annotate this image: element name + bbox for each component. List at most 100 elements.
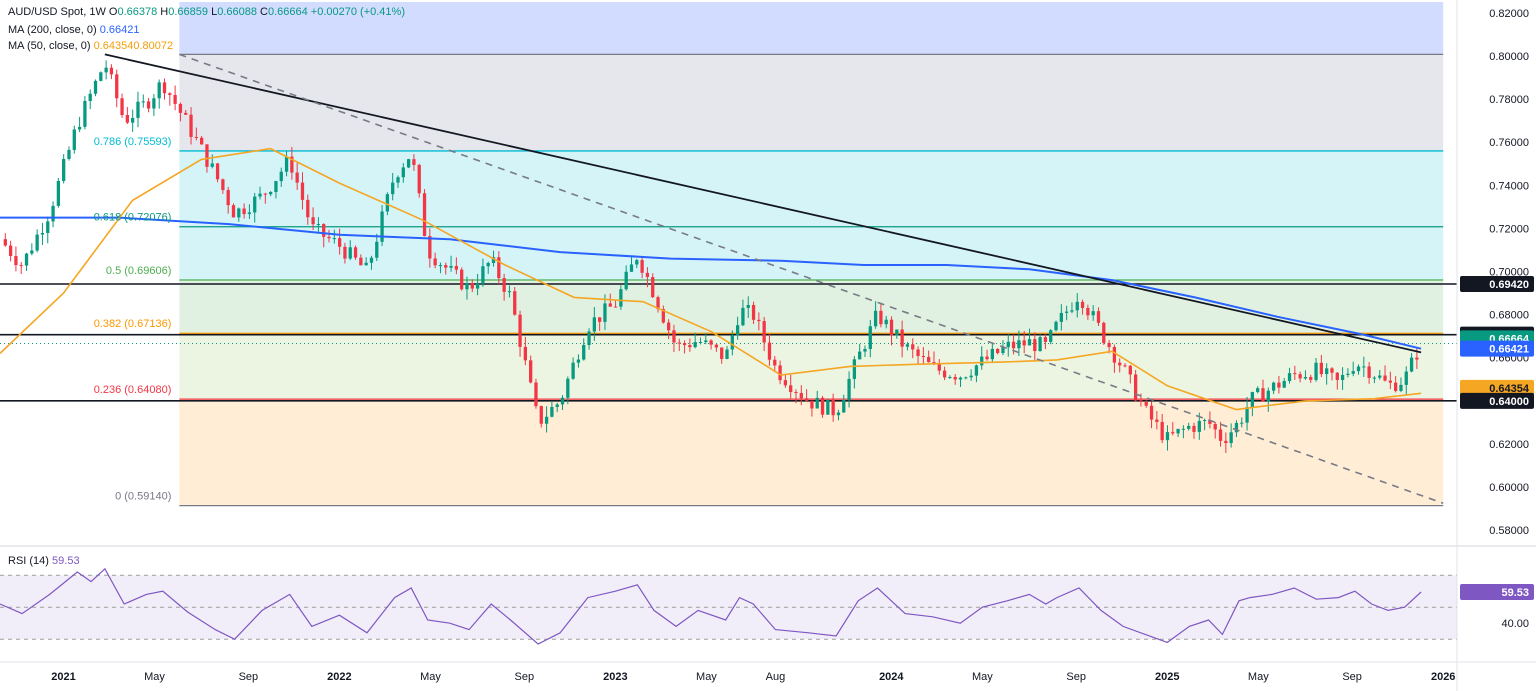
candle-body (576, 359, 581, 363)
price-tick-label: 0.70000 (1489, 267, 1529, 279)
candle-body (608, 303, 612, 307)
candle-body (1091, 311, 1095, 316)
candle-body (1309, 376, 1313, 380)
price-badge (1460, 392, 1534, 409)
candle-body (353, 247, 358, 258)
candle-body (1197, 420, 1201, 432)
ma200-value: 0.66421 (99, 24, 140, 36)
time-tick-label: 2026 (1431, 671, 1455, 683)
candle-body (40, 232, 45, 235)
price-tick-label: 0.58000 (1489, 525, 1529, 537)
close-label: C (260, 6, 268, 18)
candle-body (1123, 365, 1127, 367)
moving-averages (0, 147, 1422, 411)
candle-body (1165, 432, 1170, 441)
candle-body (253, 196, 257, 213)
candle-body (1356, 366, 1361, 372)
candle-body (322, 224, 326, 237)
candle-body (698, 342, 703, 344)
candle-body (868, 326, 872, 349)
price-badge-label: 0.66421 (1489, 344, 1529, 356)
candle-body (1250, 392, 1255, 408)
candle-body (221, 179, 225, 191)
candle-body (1022, 340, 1026, 346)
price-tick-label: 0.72000 (1489, 223, 1529, 235)
candle-body (30, 250, 34, 254)
candle-body (1367, 366, 1371, 378)
candle-body (115, 74, 119, 99)
time-tick-label: 2024 (879, 671, 904, 683)
candle-body (99, 72, 103, 81)
candle-body (1171, 432, 1175, 434)
fib-label-0.236: 0.236 (0.64080) (94, 384, 172, 396)
candle-body (1325, 368, 1329, 375)
candle-body (125, 115, 130, 123)
candle-body (486, 263, 490, 267)
ma50-legend[interactable]: MA (50, close, 0) 0.643540.80072 (8, 40, 173, 52)
candle-body (109, 67, 114, 75)
time-tick-label: Sep (1342, 671, 1362, 683)
candle-body (391, 182, 395, 195)
candle-body (3, 239, 7, 246)
time-axis[interactable]: 2021 May Sep 2022 May Sep 2023 May Aug 2024 May Sep… (0, 661, 1536, 683)
candle-body (741, 307, 745, 326)
candle-body (1218, 429, 1223, 441)
candle-body (619, 289, 623, 307)
candle-body (518, 314, 522, 347)
candle-body (343, 246, 347, 259)
candle-body (422, 193, 427, 237)
time-tick-label: 2021 (51, 671, 75, 683)
candle-body (789, 385, 793, 393)
candle-body (730, 335, 734, 350)
horizontal-levels[interactable] (0, 283, 1457, 402)
candle-body (1372, 377, 1377, 379)
candle-body (231, 205, 236, 218)
candle-body (93, 80, 98, 94)
candle-body (1107, 342, 1111, 348)
candle-body (454, 265, 459, 270)
candle-body (1346, 373, 1350, 375)
time-tick-label: 2025 (1155, 671, 1179, 683)
rsi-badge-label: 59.53 (1501, 587, 1529, 599)
fib-band-0.382 (179, 333, 1444, 400)
candle-body (51, 205, 55, 222)
candle-body (72, 129, 76, 150)
candle-body (783, 380, 788, 386)
rsi-legend[interactable]: RSI (14) 59.53 (8, 555, 80, 567)
candle-body (539, 406, 543, 424)
candle-body (306, 199, 310, 218)
candle-body (624, 271, 628, 290)
candle-body (412, 159, 416, 165)
fib-band-1 (179, 54, 1444, 151)
candle-body (815, 397, 819, 409)
candle-body (481, 266, 485, 284)
time-tick-label: May (144, 671, 165, 683)
candle-body (1330, 368, 1334, 373)
candle-body (879, 310, 883, 325)
candle-body (1017, 340, 1021, 349)
candle-body (778, 365, 782, 381)
price-axis[interactable]: 0.82000 0.80000 0.78000 0.76000 0.74000 0.720… (1456, 0, 1534, 691)
candle-body (900, 329, 904, 347)
candle-body (810, 400, 814, 409)
candle-body (152, 98, 156, 109)
candle-body (1293, 373, 1297, 375)
candle-body (1043, 337, 1048, 342)
trendlines[interactable] (104, 53, 1444, 505)
ma200-legend[interactable]: MA (200, close, 0) 0.66421 (8, 24, 139, 36)
candle-body (889, 319, 894, 336)
open-label: O (108, 6, 118, 18)
candle-body (226, 190, 230, 206)
candle-body (762, 321, 766, 343)
candle-body (449, 265, 453, 268)
candle-body (210, 163, 214, 167)
candle-body (295, 172, 299, 183)
price-tick-label: 0.80000 (1489, 51, 1529, 63)
candle-body (1080, 301, 1085, 308)
candle-body (470, 282, 474, 289)
candle-body (820, 397, 825, 415)
candle-body (396, 177, 400, 183)
candle-body (1213, 423, 1217, 430)
candle-body (131, 117, 135, 123)
